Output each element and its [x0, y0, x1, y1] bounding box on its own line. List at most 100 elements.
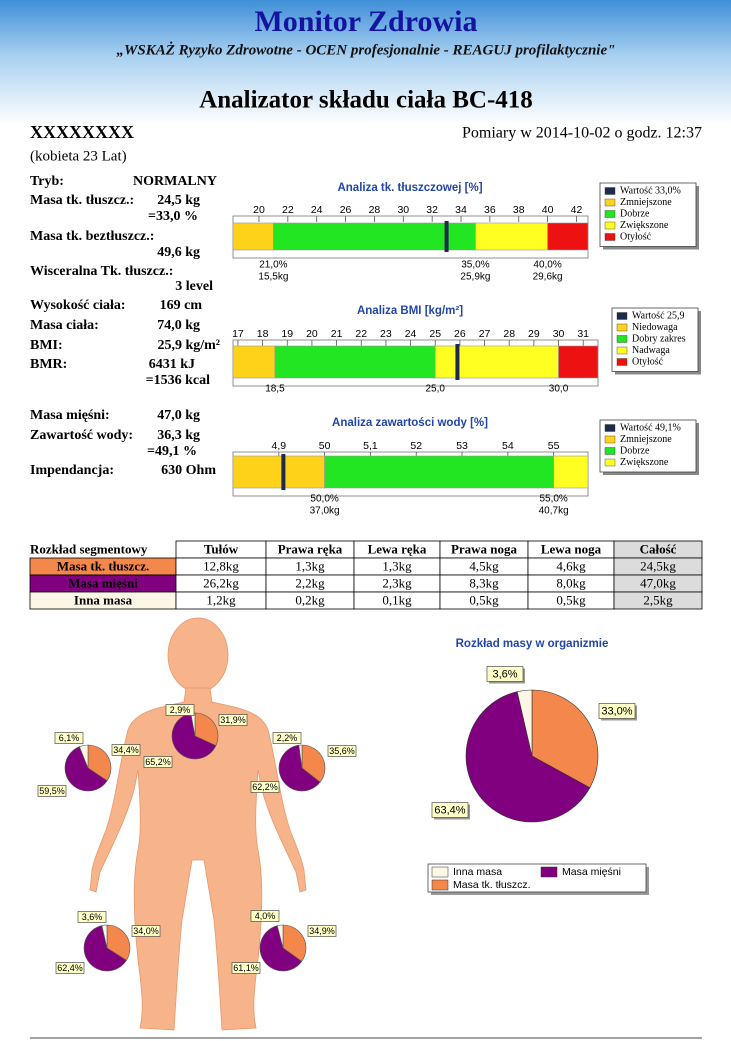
gauge-tick-label: 5,1 — [363, 440, 378, 452]
gauge-boundary-label: 40,0% — [533, 260, 561, 271]
gauge-band — [232, 455, 325, 489]
pie-slice — [87, 744, 112, 782]
legend-box — [599, 182, 697, 247]
pie-value-label: 4,0% — [255, 911, 276, 921]
gauge-tick-label: 53 — [456, 440, 468, 452]
legend-swatch — [604, 458, 616, 467]
pie-slice — [531, 689, 599, 789]
parameter-label: Tryb: — [30, 174, 64, 189]
gauge-title: Analiza zawartości wody [%] — [332, 417, 488, 429]
legend-label: Wartość 25,9 — [632, 310, 685, 321]
gauge-band — [558, 345, 599, 379]
gauge-band — [434, 345, 559, 379]
pie-value-label: 65,2% — [145, 757, 171, 767]
pie-slice — [259, 925, 303, 972]
legend-box — [427, 863, 647, 893]
gauge-tick-label: 55 — [548, 440, 560, 452]
pie-value-label: 62,2% — [252, 782, 278, 792]
gauge-tick-label: 34 — [455, 204, 467, 216]
patient-name: XXXXXXXX — [30, 122, 134, 142]
pie-value-label: 33,0% — [601, 705, 632, 717]
parameter-value: =1536 kcal — [146, 373, 210, 388]
parameter-label: Masa ciała: — [30, 318, 99, 333]
legend-label: Nadwaga — [632, 345, 670, 356]
label-box — [231, 962, 261, 974]
gauge-boundary-label: 25,0 — [425, 384, 445, 395]
gauge-band — [274, 345, 436, 379]
parameter-value: 49,6 kg — [157, 245, 200, 260]
label-box — [37, 785, 67, 797]
gauge-tick-label: 24 — [311, 204, 323, 216]
pie-value-label: 3,6% — [492, 668, 517, 680]
gauge-tick-label: 21 — [331, 328, 343, 340]
table-row-label: Masa mięśni — [68, 575, 138, 590]
gauge-tick-label: 24 — [405, 328, 417, 340]
pie-value-label: 34,0% — [133, 926, 159, 936]
table-header: Rozkład segmentowy — [30, 541, 148, 556]
gauge-boundary-kg: 25,9kg — [460, 272, 490, 283]
gauge-tick-label: 19 — [281, 328, 293, 340]
pie-title: Rozkład masy w organizmie — [456, 638, 609, 650]
pie-slice — [301, 744, 326, 783]
header-background — [0, 0, 731, 125]
label-box — [111, 744, 141, 756]
table-value: 47,0kg — [640, 575, 676, 590]
parameter-label: Impendancja: — [30, 463, 114, 478]
pie-value-label: 3,6% — [82, 912, 103, 922]
gauge-marker — [455, 344, 460, 380]
label-box — [131, 925, 161, 937]
table-header: Prawa ręka — [278, 541, 343, 556]
label-box — [431, 802, 469, 818]
table-header: Lewa noga — [541, 541, 602, 556]
gauge-boundary-label: 21,0% — [259, 260, 287, 271]
label-box — [165, 704, 195, 716]
legend-swatch — [604, 198, 616, 207]
pie-slice — [79, 744, 89, 769]
gauge-tick-label: 22 — [282, 204, 294, 216]
gauge-tick-label: 26 — [340, 204, 352, 216]
gauge-tick-label: 36 — [484, 204, 496, 216]
pie-slice — [282, 924, 307, 962]
legend-label: Zmniejszone — [620, 197, 672, 208]
legend-label: Zmniejszone — [620, 434, 672, 445]
table-header: Prawa noga — [451, 541, 518, 556]
gauge-boundary-kg: 40,7kg — [539, 506, 569, 517]
gauge-boundary-kg: 15,5kg — [258, 272, 288, 283]
gauge-band — [553, 455, 589, 489]
label-box — [307, 925, 337, 937]
parameter-label: Wysokość ciała: — [30, 298, 126, 313]
legend-swatch — [616, 358, 628, 366]
header-subtitle: „WSKAŻ Ryzyko Zdrowotne - OCEN profesjon… — [117, 41, 616, 58]
parameter-value: 630 Ohm — [161, 463, 216, 478]
gauge-marker — [444, 221, 449, 252]
legend-label: Dobry zakres — [632, 333, 686, 344]
label-box — [486, 666, 524, 682]
legend-swatch — [431, 879, 449, 891]
legend-label: Dobrze — [620, 445, 650, 456]
legend-swatch — [540, 866, 558, 878]
pie-value-label: 35,6% — [329, 746, 355, 756]
gauge-tick-label: 30 — [397, 204, 409, 216]
gauge-tick-label: 28 — [503, 328, 515, 340]
pie-slice — [83, 925, 127, 972]
table-header: Całość — [640, 541, 677, 556]
table-value: 0,2kg — [295, 592, 325, 607]
gauge-boundary-label: 18,5 — [265, 384, 285, 395]
label-box — [250, 781, 280, 793]
gauge-band — [324, 455, 554, 489]
gauge-tick-label: 20 — [253, 204, 265, 216]
gauge-tick-label: 38 — [513, 204, 525, 216]
legend-swatch — [604, 210, 616, 218]
legend-label: Zwiększone — [620, 457, 669, 468]
parameter-value: =49,1 % — [147, 444, 197, 459]
label-box — [250, 910, 280, 922]
gauge-title: Analiza BMI [kg/m²] — [357, 305, 463, 317]
pie-value-label: 2,9% — [170, 705, 191, 715]
pie-value-label: 59,5% — [39, 786, 65, 796]
gauge-tick-label: 29 — [528, 328, 540, 340]
gauge-boundary-label: 30,0 — [549, 384, 569, 395]
gauge-boundary-kg: 29,6kg — [533, 272, 563, 283]
gauge-boundary-label: 55,0% — [539, 494, 567, 505]
legend-swatch — [604, 233, 616, 241]
